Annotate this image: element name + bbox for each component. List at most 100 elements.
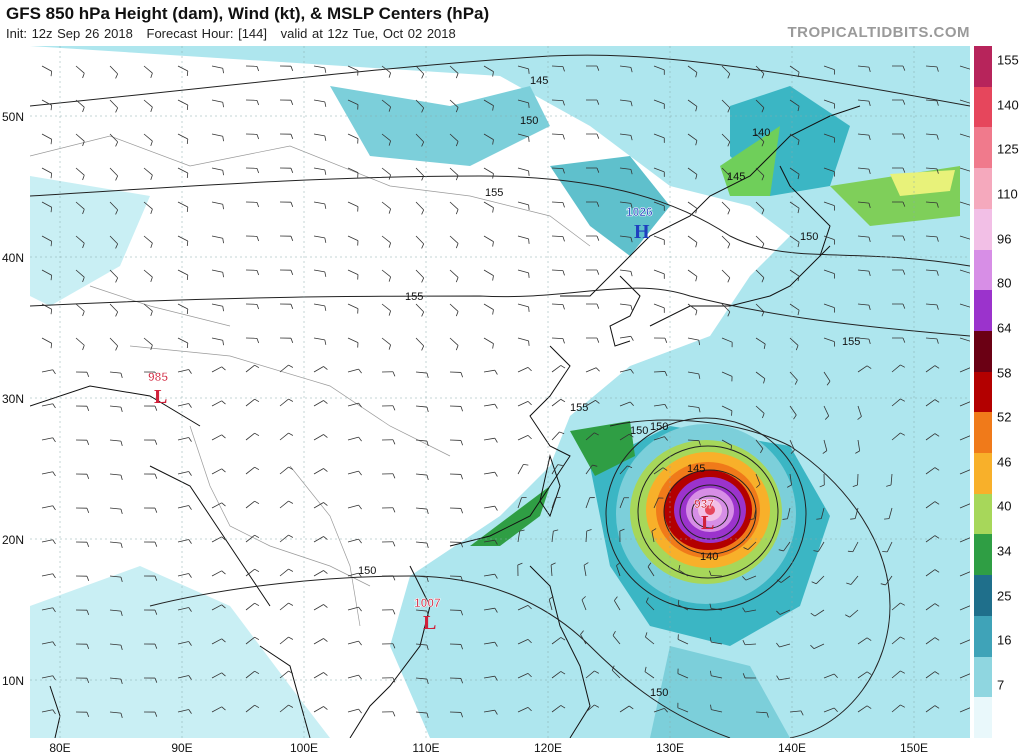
wind-barb xyxy=(483,369,495,373)
wind-barb xyxy=(551,133,564,136)
wind-barb xyxy=(177,201,188,208)
wind-barb-flag xyxy=(492,71,494,77)
wind-barb-flag xyxy=(460,474,463,480)
wind-barb-flag xyxy=(426,610,429,616)
wind-barb-flag xyxy=(188,403,192,408)
wind-barb-flag xyxy=(936,100,939,106)
scale-color-segment xyxy=(974,493,992,535)
wind-barb xyxy=(177,573,189,577)
wind-barb xyxy=(449,269,459,278)
wind-barb xyxy=(585,464,593,475)
wind-barb-flag xyxy=(52,369,56,375)
wind-barb-flag xyxy=(833,673,838,679)
wind-barb-flag xyxy=(492,309,494,315)
contour-label: 150 xyxy=(358,565,376,577)
wind-barb-flag xyxy=(324,237,327,243)
wind-barb-flag xyxy=(254,466,260,471)
wind-barb-flag xyxy=(727,175,731,181)
wind-barb-flag xyxy=(833,707,838,713)
wind-barb-flag xyxy=(797,310,800,316)
wind-barb-flag xyxy=(52,607,56,613)
wind-barb-flag xyxy=(222,170,224,176)
wind-barb-flag xyxy=(664,436,668,441)
wind-barb-flag xyxy=(52,505,56,511)
wind-barb-flag xyxy=(936,270,939,276)
wind-barb xyxy=(891,398,901,407)
wind-barb xyxy=(517,235,529,240)
wind-barb xyxy=(789,201,800,209)
wind-barb xyxy=(823,235,835,240)
wind-barb-flag xyxy=(695,242,698,248)
wind-barb xyxy=(245,704,255,713)
wind-barb-flag xyxy=(900,602,905,606)
wind-barb-flag xyxy=(900,636,905,640)
wind-barb-flag xyxy=(421,277,425,283)
wind-barb-flag xyxy=(150,276,153,282)
wind-barb xyxy=(109,677,121,680)
wind-barb-flag xyxy=(868,338,871,345)
wind-barb-flag xyxy=(421,73,425,79)
wind-barb xyxy=(857,167,869,170)
wind-barb-flag xyxy=(455,107,459,113)
wind-barb xyxy=(245,398,255,407)
wind-barb-flag xyxy=(52,641,56,647)
wind-barb-flag xyxy=(186,342,189,349)
wind-barb xyxy=(211,400,222,407)
wind-barb-flag xyxy=(934,569,940,573)
wind-barb-flag xyxy=(742,673,746,679)
wind-barb-flag xyxy=(323,536,328,540)
wind-barb xyxy=(143,167,153,176)
wind-barb xyxy=(415,711,427,714)
wind-barb-flag xyxy=(902,303,906,309)
wind-barb xyxy=(211,468,222,475)
scale-label: 7 xyxy=(997,677,1005,693)
wind-barb-flag xyxy=(221,502,226,507)
wind-barb xyxy=(483,269,494,276)
wind-barb xyxy=(619,65,631,68)
wind-barb xyxy=(109,473,121,476)
wind-barb xyxy=(483,709,495,713)
wind-barb xyxy=(313,235,325,239)
wind-barb xyxy=(313,604,324,611)
wind-barb-flag xyxy=(934,365,940,369)
wind-barb-flag xyxy=(900,704,905,708)
wind-barb xyxy=(959,167,970,172)
wind-barb xyxy=(852,541,859,552)
wind-barb-flag xyxy=(749,518,755,521)
wind-barb-flag xyxy=(288,704,294,708)
wind-barb-flag xyxy=(455,209,459,215)
wind-barb xyxy=(211,366,222,373)
wind-barb xyxy=(41,369,53,373)
wind-barb xyxy=(585,367,597,373)
wind-barb xyxy=(585,497,591,509)
wind-barb-flag xyxy=(50,275,53,281)
wind-barb xyxy=(789,99,800,107)
wind-barb xyxy=(347,368,359,373)
wind-barb-flag xyxy=(154,405,158,411)
wind-barb-flag xyxy=(494,539,498,545)
wind-barb-flag xyxy=(630,203,633,209)
wind-barb-flag xyxy=(222,272,224,278)
wind-barb-flag xyxy=(846,582,852,585)
wind-barb-flag xyxy=(866,365,872,369)
wind-barb-flag xyxy=(120,644,123,651)
wind-barb xyxy=(755,405,765,414)
wind-barb xyxy=(959,639,970,645)
wind-barb-flag xyxy=(115,141,119,147)
wind-barb-flag xyxy=(934,637,940,641)
wind-barb xyxy=(415,99,424,109)
wind-barb xyxy=(415,473,427,476)
wind-barb xyxy=(177,471,189,475)
height-contours xyxy=(30,54,970,738)
wind-barb-flag xyxy=(595,400,600,404)
wind-barb-flag xyxy=(421,175,425,181)
wind-barb xyxy=(313,303,325,307)
wind-barb-flag xyxy=(222,238,224,244)
wind-barb-flag xyxy=(710,704,712,710)
wind-barb xyxy=(245,466,255,475)
wind-barb-flag xyxy=(120,508,123,515)
wind-barb xyxy=(959,303,970,308)
wind-barb xyxy=(313,468,324,475)
wind-barb xyxy=(41,573,53,577)
wind-barb-flag xyxy=(290,202,294,208)
